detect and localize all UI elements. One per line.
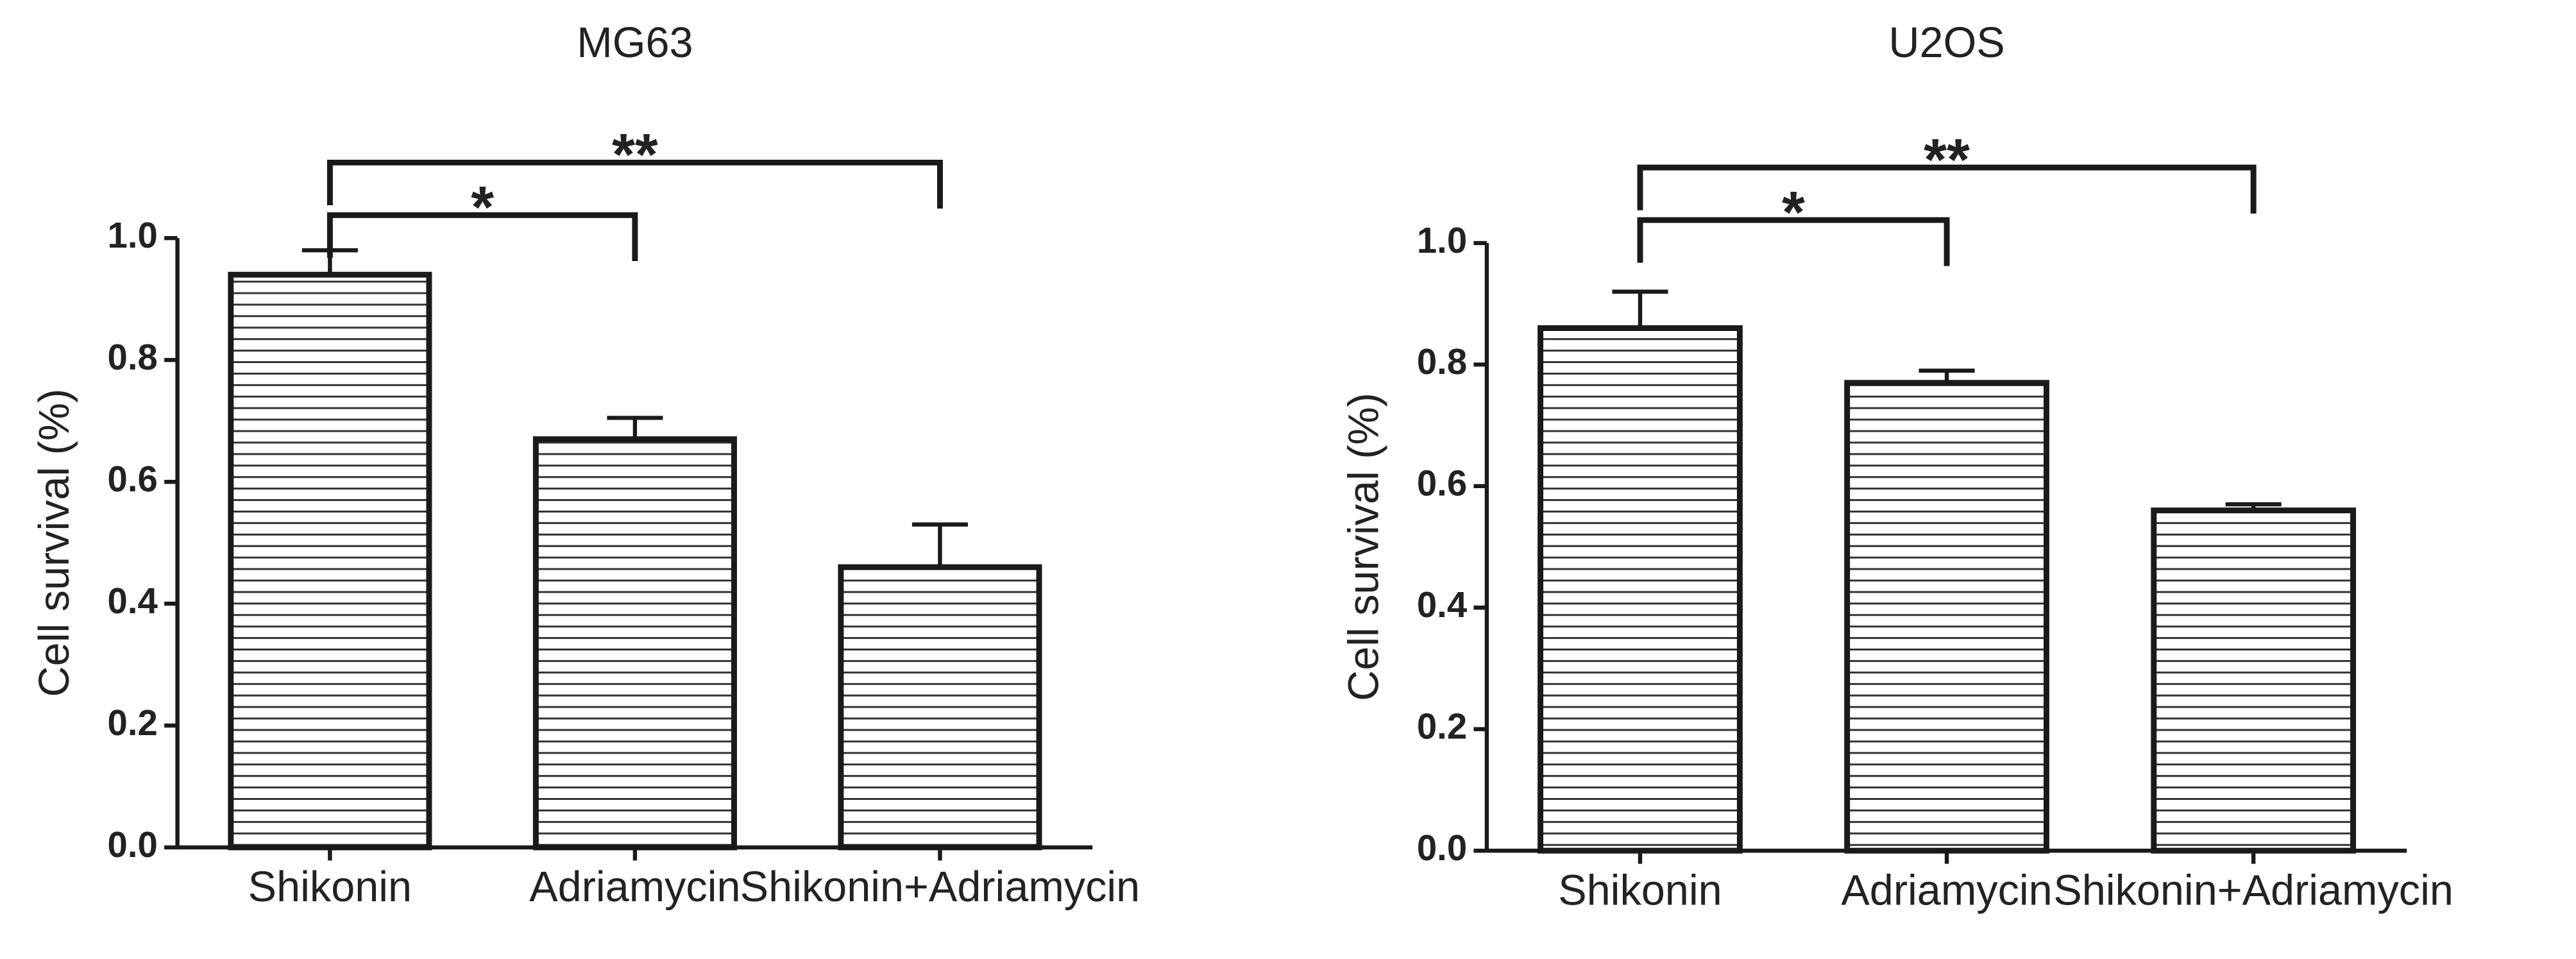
y-tick-label: 0.2 <box>108 702 158 743</box>
significance-label: ** <box>1924 126 1970 192</box>
chart-title: U2OS <box>1888 19 2004 67</box>
chart-title: MG63 <box>577 19 693 67</box>
y-tick-label: 0.4 <box>1417 584 1468 625</box>
y-tick-label: 0.2 <box>1417 706 1467 747</box>
x-tick-label: Shikonin+Adriamycin <box>2053 867 2453 914</box>
significance-label: ** <box>612 122 658 188</box>
x-tick-label: Shikonin+Adriamycin <box>740 863 1140 911</box>
y-tick-label: 0.8 <box>1417 341 1467 382</box>
y-axis-label: Cell survival (%) <box>1341 393 1388 701</box>
bar <box>838 564 1042 851</box>
bar <box>1538 325 1743 854</box>
y-tick-label: 0.8 <box>108 337 158 377</box>
significance-bracket <box>1637 217 1950 266</box>
panel: MG63 Cell survival (%) 0.0 0.2 0.4 0.6 0.8 1.0 S… <box>31 19 1140 911</box>
significance-bracket <box>326 159 943 209</box>
x-tick-label: Shikonin <box>248 863 412 911</box>
significance-label: * <box>1782 179 1805 245</box>
significance-bracket <box>326 212 638 262</box>
y-tick-label: 0.6 <box>108 459 158 499</box>
y-tick-label: 0.0 <box>108 824 158 865</box>
x-tick-label: Adriamycin <box>1841 867 2052 914</box>
panel: U2OS Cell survival (%) 0.0 0.2 0.4 0.6 0.8 1.0 S… <box>1341 19 2453 914</box>
y-tick-label: 0.0 <box>1417 827 1467 868</box>
bar <box>2151 507 2357 854</box>
x-tick-label: Shikonin <box>1558 867 1722 914</box>
bar <box>1844 380 2049 854</box>
bar <box>228 271 432 851</box>
y-tick-label: 1.0 <box>1417 220 1467 260</box>
y-axis-label: Cell survival (%) <box>31 389 78 697</box>
significance-bracket <box>1637 164 2257 214</box>
bar <box>532 436 737 851</box>
y-tick-label: 0.4 <box>108 581 158 621</box>
x-tick-label: Adriamycin <box>529 863 740 911</box>
y-tick-label: 0.6 <box>1417 463 1467 504</box>
y-tick-label: 1.0 <box>108 215 158 255</box>
significance-label: * <box>471 174 494 241</box>
